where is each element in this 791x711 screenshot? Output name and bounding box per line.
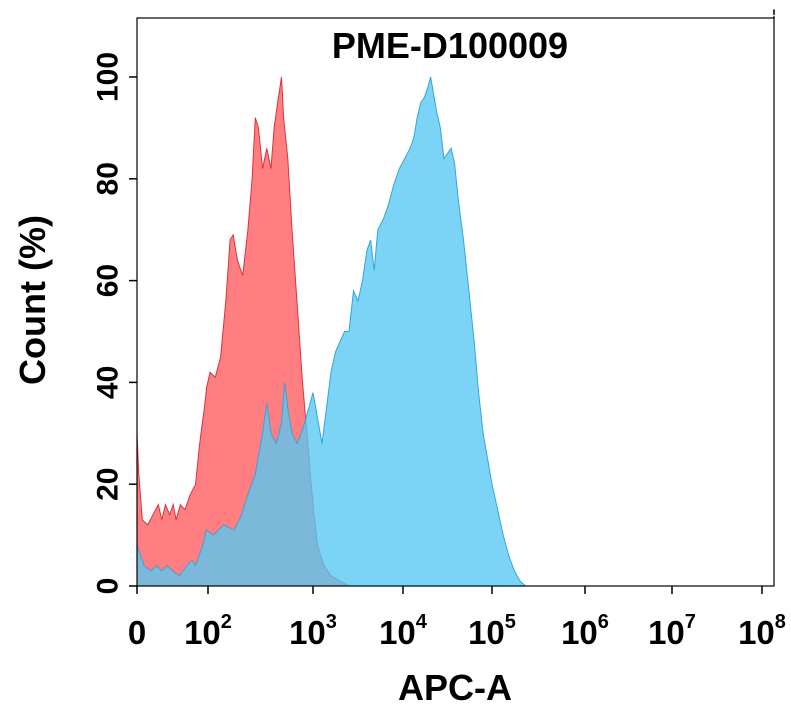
y-axis-label: Count (%) [12,215,53,385]
x-axis-label: APC-A [398,667,512,708]
x-axis-ticks: 0 102 103 104 105 106 107 108 [128,586,786,651]
x-tick-label: 107 [648,611,696,651]
y-tick-label: 20 [92,468,125,501]
x-tick-label: 106 [561,611,609,651]
y-tick-label: 80 [92,162,125,195]
x-tick-label: 0 [128,614,146,651]
y-tick-label: 40 [92,366,125,399]
x-tick-label: 104 [379,611,428,651]
x-tick-label: 105 [468,611,516,651]
x-tick-label: 103 [289,611,337,651]
y-tick-label: 0 [92,578,125,595]
series-layer [136,76,527,587]
chart-title: PME-D100009 [332,25,568,66]
plot-frame [136,17,775,587]
y-tick-label: 60 [92,264,125,297]
series-2-area [136,76,527,587]
x-tick-label: 108 [738,611,786,651]
x-tick-label: 102 [184,611,232,651]
corner-mark: ! [772,7,776,21]
y-tick-label: 100 [92,52,125,102]
y-axis-ticks: 0 20 40 60 80 100 [92,52,137,595]
